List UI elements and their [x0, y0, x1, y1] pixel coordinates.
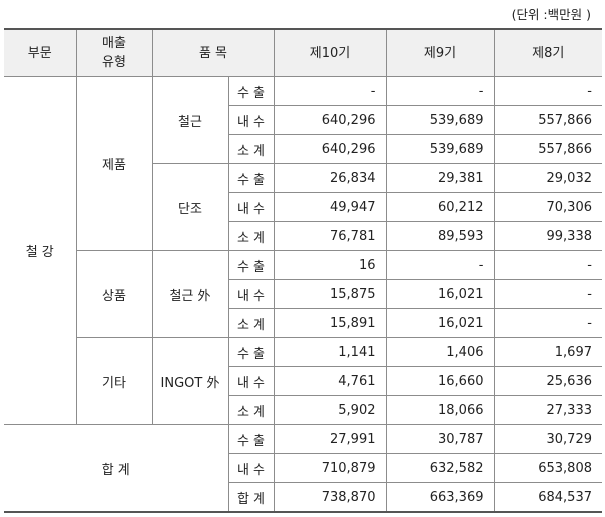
total-row: 합 계 수 출 27,991 30,787 30,729 — [4, 424, 602, 513]
value-p8: - — [493, 308, 602, 338]
value-p8: 29,032 — [493, 163, 602, 193]
kind-cell: 소 계 — [227, 395, 275, 425]
value-p10: 15,891 — [273, 308, 387, 338]
kind-cell: 내 수 — [227, 279, 275, 309]
table-row: 철 강 제품 철근 수 출 - - - — [4, 76, 602, 425]
item-cell: 철근 外 — [151, 250, 229, 338]
table-row: 소 계 15,891 16,021 - — [4, 308, 602, 338]
value-p9: - — [385, 250, 495, 280]
header-period-9: 제9기 — [385, 28, 495, 77]
kind-cell: 내 수 — [227, 366, 275, 396]
total-value-p10: 27,991 — [273, 424, 387, 454]
value-p9: 60,212 — [385, 192, 495, 222]
value-p10: 15,875 — [273, 279, 387, 309]
value-p9: 1,406 — [385, 337, 495, 367]
kind-cell: 수 출 — [227, 424, 275, 454]
value-p8: 99,338 — [493, 221, 602, 251]
value-p10: 4,761 — [273, 366, 387, 396]
value-p10: - — [273, 76, 387, 106]
segment-cell: 철 강 — [4, 76, 77, 425]
sales-table: 부문 매출 유형 품 목 제10기 제9기 제8기 철 강 제품 철근 수 출 … — [4, 28, 602, 513]
header-period-8: 제8기 — [493, 28, 602, 77]
kind-cell: 수 출 — [227, 250, 275, 280]
sales-type-cell: 기타 — [75, 337, 153, 425]
value-p10: 640,296 — [273, 134, 387, 164]
total-value-p10: 738,870 — [273, 482, 387, 513]
value-p9: 16,021 — [385, 279, 495, 309]
value-p10: 76,781 — [273, 221, 387, 251]
total-row: 합 계 738,870 663,369 684,537 — [4, 482, 602, 513]
item-cell: INGOT 外 — [151, 337, 229, 425]
value-p10: 1,141 — [273, 337, 387, 367]
value-p10: 16 — [273, 250, 387, 280]
value-p9: 539,689 — [385, 134, 495, 164]
header-item: 품 목 — [151, 28, 275, 77]
total-value-p8: 30,729 — [493, 424, 602, 454]
value-p8: 557,866 — [493, 134, 602, 164]
table-body: 철 강 제품 철근 수 출 - - - 내 수 640,296 539,689 … — [4, 76, 602, 513]
item-cell: 철근 — [151, 76, 229, 164]
total-value-p10: 710,879 — [273, 453, 387, 483]
kind-cell: 내 수 — [227, 192, 275, 222]
table-header: 부문 매출 유형 품 목 제10기 제9기 제8기 — [4, 28, 602, 77]
header-segment: 부문 — [4, 28, 77, 77]
value-p8: 25,636 — [493, 366, 602, 396]
value-p10: 49,947 — [273, 192, 387, 222]
total-value-p9: 632,582 — [385, 453, 495, 483]
value-p9: 89,593 — [385, 221, 495, 251]
sales-type-cell: 상품 — [75, 250, 153, 338]
kind-cell: 내 수 — [227, 453, 275, 483]
value-p10: 640,296 — [273, 105, 387, 135]
sales-type-cell: 제품 — [75, 76, 153, 251]
value-p9: 16,021 — [385, 308, 495, 338]
table-row: 내 수 49,947 60,212 70,306 — [4, 192, 602, 222]
value-p8: 70,306 — [493, 192, 602, 222]
total-label: 합 계 — [4, 424, 229, 513]
item-cell: 단조 — [151, 163, 229, 251]
kind-cell: 수 출 — [227, 337, 275, 367]
value-p9: 29,381 — [385, 163, 495, 193]
total-value-p8: 684,537 — [493, 482, 602, 513]
value-p10: 26,834 — [273, 163, 387, 193]
table-row: 기타 INGOT 外 수 출 1,141 1,406 1,697 — [4, 337, 602, 425]
kind-cell: 수 출 — [227, 76, 275, 106]
value-p8: - — [493, 76, 602, 106]
total-row: 내 수 710,879 632,582 653,808 — [4, 453, 602, 483]
total-value-p9: 663,369 — [385, 482, 495, 513]
value-p9: 18,066 — [385, 395, 495, 425]
unit-note: (단위 :백만원 ) — [511, 7, 591, 22]
total-value-p9: 30,787 — [385, 424, 495, 454]
header-sales-type: 매출 유형 — [75, 28, 153, 77]
kind-cell: 소 계 — [227, 221, 275, 251]
total-value-p8: 653,808 — [493, 453, 602, 483]
table-row: 내 수 15,875 16,021 - — [4, 279, 602, 309]
kind-cell: 소 계 — [227, 308, 275, 338]
value-p8: 557,866 — [493, 105, 602, 135]
value-p9: - — [385, 76, 495, 106]
kind-cell: 수 출 — [227, 163, 275, 193]
value-p8: - — [493, 279, 602, 309]
value-p10: 5,902 — [273, 395, 387, 425]
value-p8: 27,333 — [493, 395, 602, 425]
table-row: 내 수 640,296 539,689 557,866 — [4, 105, 602, 135]
kind-cell: 내 수 — [227, 105, 275, 135]
value-p9: 539,689 — [385, 105, 495, 135]
value-p8: - — [493, 250, 602, 280]
kind-cell: 합 계 — [227, 482, 275, 513]
table-row: 소 계 5,902 18,066 27,333 — [4, 395, 602, 425]
kind-cell: 소 계 — [227, 134, 275, 164]
value-p8: 1,697 — [493, 337, 602, 367]
value-p9: 16,660 — [385, 366, 495, 396]
table-row: 상품 철근 外 수 출 16 - - — [4, 250, 602, 338]
header-period-10: 제10기 — [273, 28, 387, 77]
